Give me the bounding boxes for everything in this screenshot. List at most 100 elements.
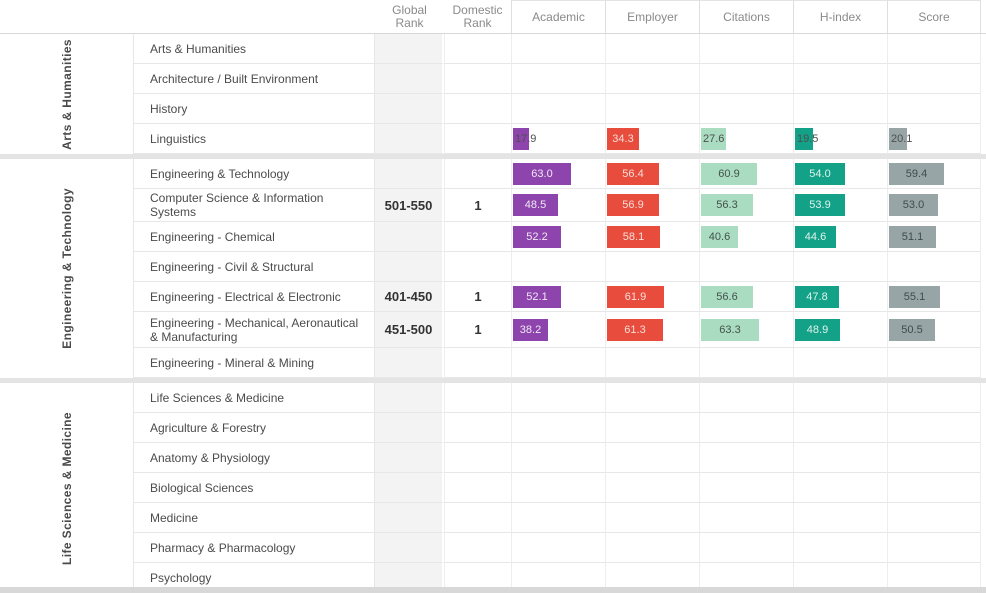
metric-cell-citations: 56.6 [699, 282, 793, 312]
metric-cell-citations [699, 94, 793, 124]
domestic-rank-cell [444, 473, 511, 503]
bottom-separator-band [0, 587, 986, 593]
subject-label: Engineering & Technology [150, 166, 290, 181]
employer-bar: 56.4 [607, 162, 659, 185]
section-label-cell: Arts & Humanities [0, 34, 133, 154]
metric-cell-score: 50.5 [887, 312, 981, 348]
metric-cell-citations [699, 473, 793, 503]
metric-cell-employer: 56.4 [605, 159, 699, 189]
bar-value: 53.9 [809, 199, 831, 211]
citations-bar: 40.6 [701, 225, 738, 248]
domestic-rank-value: 1 [474, 322, 482, 337]
column-header-global-rank: Global Rank [375, 0, 444, 33]
h_index-bar: 19.5 [795, 127, 818, 150]
global-rank-cell [375, 413, 444, 443]
metric-cell-h_index [793, 503, 887, 533]
subject-cell: Architecture / Built Environment [133, 64, 375, 94]
citations-bar: 63.3 [701, 318, 759, 341]
global-rank-cell: 401-450 [375, 282, 444, 312]
subject-cell: Biological Sciences [133, 473, 375, 503]
bar-value: 52.1 [526, 290, 548, 303]
subject-label: Engineering - Chemical [150, 229, 275, 244]
bar-value: 56.4 [622, 167, 644, 180]
bar-value: 58.1 [622, 230, 645, 243]
domestic-rank-cell [444, 64, 511, 94]
metric-cell-citations [699, 533, 793, 563]
metric-cell-score: 20.1 [887, 124, 981, 154]
domestic-rank-cell: 1 [444, 282, 511, 312]
metric-cell-citations [699, 503, 793, 533]
global-rank-cell: 501-550 [375, 189, 444, 222]
section-separator [0, 154, 986, 159]
bar-value: 27.6 [703, 132, 725, 145]
citations-bar: 56.3 [701, 194, 753, 216]
metric-cell-citations [699, 64, 793, 94]
metric-cell-citations [699, 252, 793, 282]
metric-cell-score [887, 34, 981, 64]
metric-cell-academic [511, 64, 605, 94]
global-rank-cell [375, 64, 444, 94]
subject-cell: Engineering & Technology [133, 159, 375, 189]
metric-cell-score [887, 413, 981, 443]
global-rank-value: 401-450 [384, 289, 433, 304]
column-header-domestic-rank: Domestic Rank [444, 0, 511, 33]
metric-cell-employer: 34.3 [605, 124, 699, 154]
domestic-rank-cell [444, 124, 511, 154]
subject-label: Computer Science & Information Systems [150, 191, 324, 219]
h_index-bar: 48.9 [795, 318, 840, 341]
subject-label: Agriculture & Forestry [150, 420, 267, 435]
metric-cell-academic [511, 533, 605, 563]
metric-cell-employer [605, 348, 699, 378]
table-header-row: Global Rank Domestic Rank Academic Emplo… [0, 0, 986, 34]
metric-cell-h_index [793, 348, 887, 378]
metric-cell-score [887, 94, 981, 124]
metric-cell-employer [605, 94, 699, 124]
bar-value: 53.0 [902, 199, 925, 211]
domestic-rank-cell [444, 34, 511, 64]
metric-cell-h_index: 19.5 [793, 124, 887, 154]
metric-cell-academic [511, 348, 605, 378]
domestic-rank-cell [444, 94, 511, 124]
bar-value: 63.3 [719, 323, 741, 336]
metric-cell-score [887, 348, 981, 378]
score-bar: 55.1 [889, 285, 940, 308]
section-label: Engineering & Technology [59, 188, 74, 349]
employer-bar: 61.9 [607, 285, 664, 308]
subject-cell: Engineering - Chemical [133, 222, 375, 252]
domestic-rank-cell [444, 383, 511, 413]
global-rank-cell [375, 124, 444, 154]
subject-cell: Engineering - Civil & Structural [133, 252, 375, 282]
bar-value: 38.2 [519, 323, 542, 336]
metric-cell-employer [605, 473, 699, 503]
metric-cell-score: 53.0 [887, 189, 981, 222]
global-rank-cell [375, 503, 444, 533]
metric-cell-citations [699, 348, 793, 378]
metric-cell-h_index: 47.8 [793, 282, 887, 312]
metric-cell-employer: 58.1 [605, 222, 699, 252]
subject-label: Engineering - Electrical & Electronic [150, 289, 341, 304]
h_index-bar: 44.6 [795, 225, 836, 248]
column-header-h-index: H-index [793, 0, 887, 33]
subject-label: Life Sciences & Medicine [150, 390, 285, 405]
metric-cell-score [887, 252, 981, 282]
subject-cell: History [133, 94, 375, 124]
subject-label: Linguistics [150, 131, 207, 146]
bar-value: 59.4 [905, 167, 928, 180]
section-label-cell: Life Sciences & Medicine [0, 383, 133, 593]
subject-cell: Engineering - Mineral & Mining [133, 348, 375, 378]
bar-value: 52.2 [526, 230, 548, 243]
section-label: Life Sciences & Medicine [59, 411, 74, 565]
subject-label: Pharmacy & Pharmacology [150, 540, 296, 555]
metric-cell-academic: 52.1 [511, 282, 605, 312]
metric-cell-academic [511, 473, 605, 503]
score-bar: 50.5 [889, 318, 935, 341]
metric-cell-citations [699, 443, 793, 473]
domestic-rank-cell [444, 443, 511, 473]
global-rank-cell [375, 34, 444, 64]
metric-cell-score: 51.1 [887, 222, 981, 252]
metric-cell-employer [605, 383, 699, 413]
subject-label: Psychology [150, 570, 212, 585]
subject-cell: Pharmacy & Pharmacology [133, 533, 375, 563]
section-label: Arts & Humanities [59, 38, 74, 150]
column-header-score: Score [887, 0, 981, 33]
